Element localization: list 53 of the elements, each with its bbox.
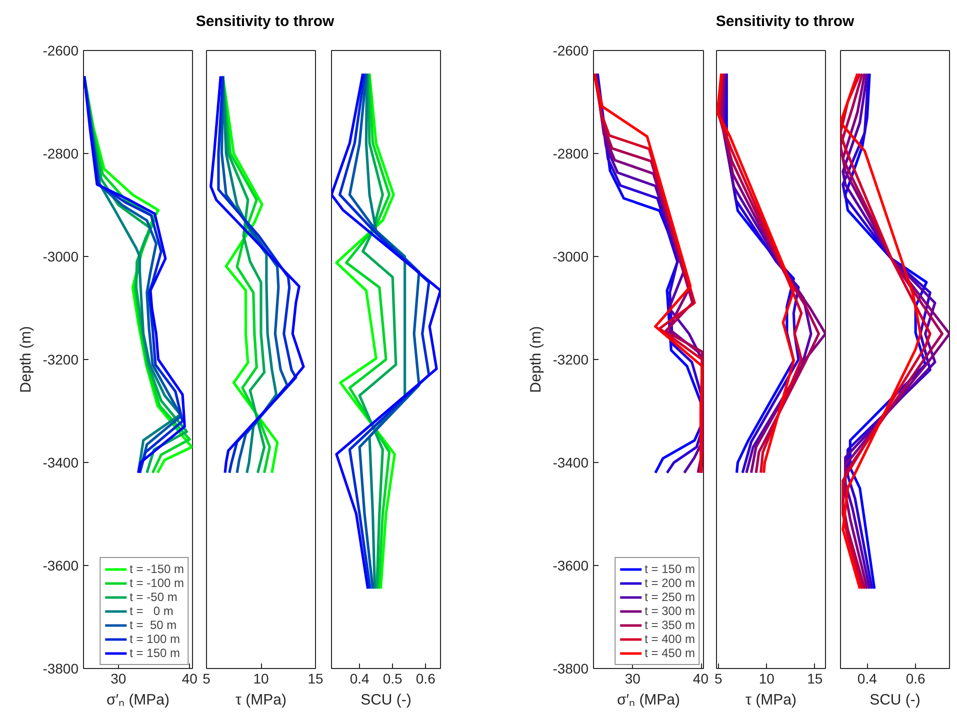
y-tick-label: -3600 bbox=[552, 558, 589, 574]
legend-label: t = -150 m bbox=[130, 562, 184, 576]
x-tick-label: 5 bbox=[714, 670, 723, 686]
legend-label: t = 250 m bbox=[644, 590, 695, 604]
legend-label: t = 0 m bbox=[130, 604, 174, 618]
x-tick-label: 40 bbox=[182, 670, 198, 686]
chart-title: Sensitivity to throw bbox=[196, 12, 334, 32]
y-tick-label: -2800 bbox=[552, 146, 589, 162]
x-axis-title: σ′ₙ (MPa) bbox=[106, 692, 170, 708]
y-tick-label: -3600 bbox=[42, 558, 79, 574]
y-tick-label: -3800 bbox=[552, 660, 589, 676]
y-tick-label: -2600 bbox=[42, 42, 79, 58]
x-tick-label: 0.6 bbox=[906, 670, 926, 686]
legend-label: t = 200 m bbox=[644, 576, 695, 590]
legend-label: t = 400 m bbox=[644, 632, 695, 646]
x-axis-title: SCU (-) bbox=[870, 692, 920, 708]
legend-label: t = -100 m bbox=[130, 576, 184, 590]
x-tick-label: 10 bbox=[253, 670, 269, 686]
legend-label: t = 50 m bbox=[130, 618, 177, 632]
chart-title: Sensitivity to throw bbox=[716, 12, 854, 32]
x-tick-label: 0.4 bbox=[857, 670, 878, 686]
y-tick-label: -3200 bbox=[552, 352, 589, 368]
legend-label: t = 350 m bbox=[644, 618, 695, 632]
y-axis-title: Depth (m) bbox=[18, 326, 35, 393]
legend-label: t = 150 m bbox=[130, 646, 180, 660]
y-tick-label: -3000 bbox=[552, 248, 589, 264]
y-tick-label: -3000 bbox=[42, 248, 79, 264]
x-tick-label: 15 bbox=[308, 670, 324, 686]
legend-label: t = -50 m bbox=[130, 590, 178, 604]
y-tick-label: -2600 bbox=[552, 42, 589, 58]
x-tick-label: 0.6 bbox=[416, 670, 436, 686]
y-tick-label: -3200 bbox=[42, 352, 79, 368]
x-tick-label: 30 bbox=[624, 670, 641, 686]
x-axis-title: τ (MPa) bbox=[236, 692, 286, 708]
x-tick-label: 30 bbox=[110, 670, 126, 686]
x-axis-title: σ′ₙ (MPa) bbox=[616, 692, 680, 708]
x-tick-label: 10 bbox=[758, 670, 775, 686]
legend-label: t = 150 m bbox=[644, 562, 695, 576]
x-tick-label: 0.4 bbox=[350, 670, 370, 686]
y-tick-label: -3400 bbox=[552, 454, 589, 470]
x-tick-label: 5 bbox=[202, 670, 211, 686]
y-axis-title: Depth (m) bbox=[528, 326, 545, 393]
x-tick-label: 40 bbox=[692, 670, 709, 686]
legend-label: t = 450 m bbox=[644, 646, 695, 660]
legend-label: t = 300 m bbox=[644, 604, 695, 618]
x-tick-label: 0.5 bbox=[382, 670, 403, 686]
x-axis-title: SCU (-) bbox=[360, 692, 412, 708]
x-tick-label: 15 bbox=[807, 670, 823, 686]
y-tick-label: -2800 bbox=[42, 146, 79, 162]
legend-label: t = 100 m bbox=[130, 632, 180, 646]
x-axis-title: τ (MPa) bbox=[746, 692, 796, 708]
y-tick-label: -3800 bbox=[42, 660, 79, 676]
y-tick-label: -3400 bbox=[42, 454, 79, 470]
